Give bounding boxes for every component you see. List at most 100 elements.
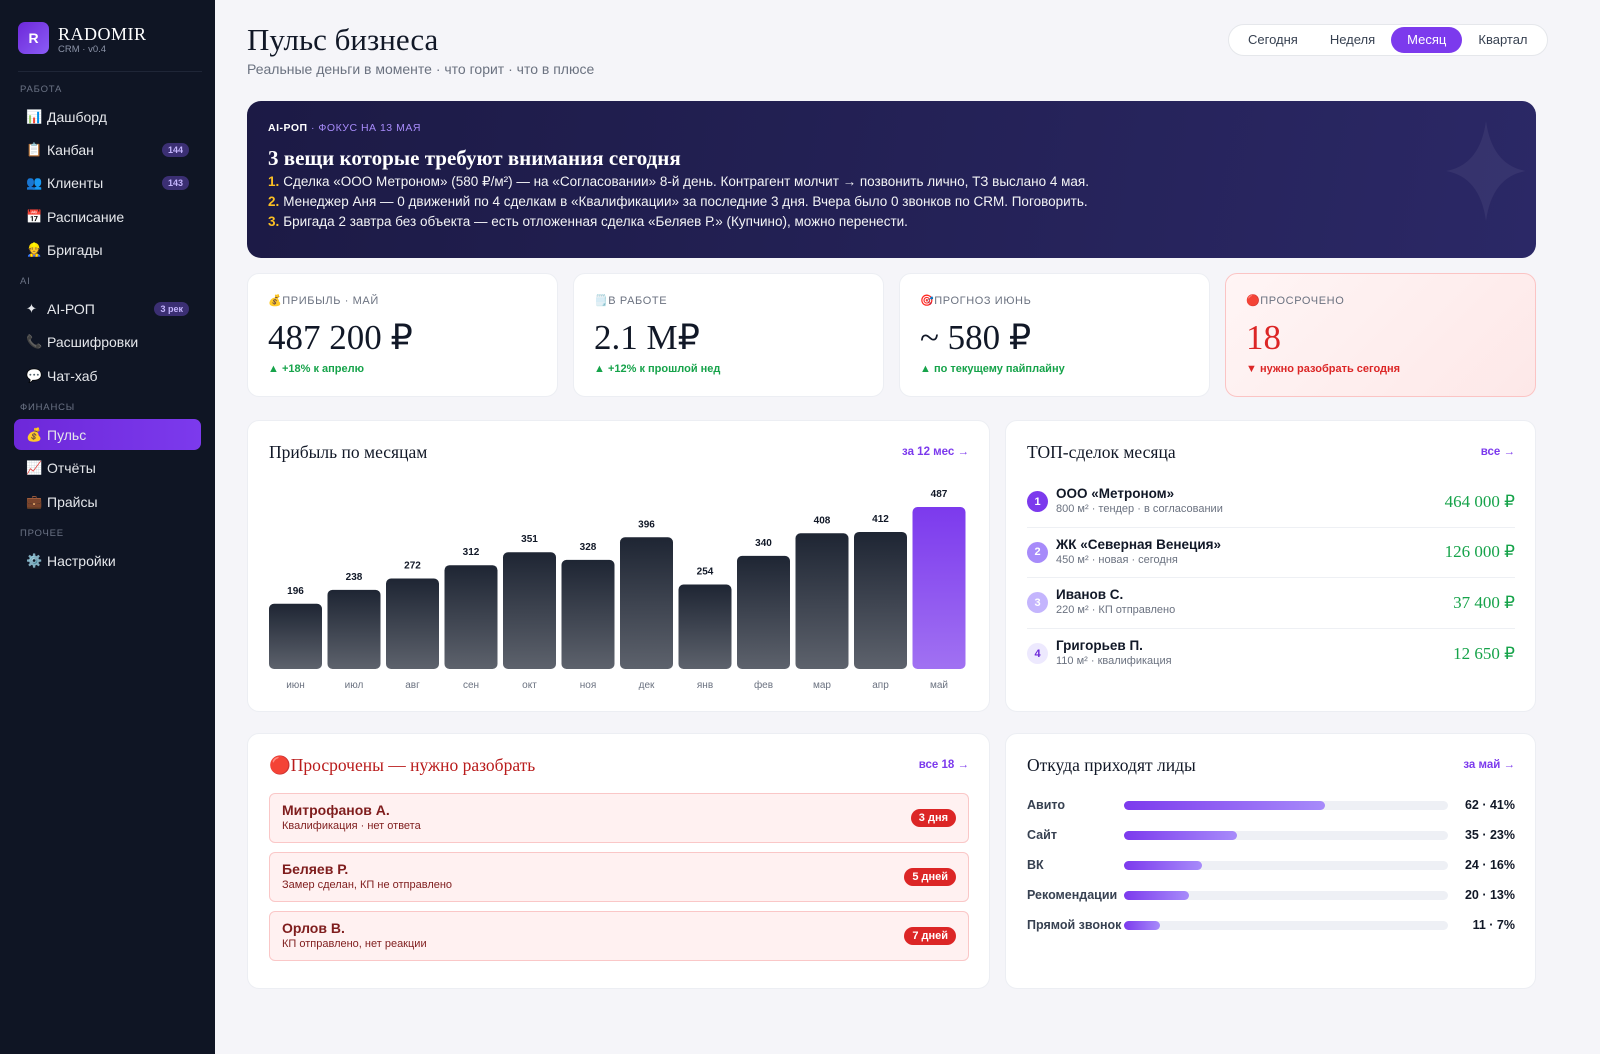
panel-header: ТОП-сделок месяца все → — [1027, 441, 1515, 463]
focus-item: 1. Сделка «ООО Метроном» (580 ₽/м²) — на … — [268, 172, 1515, 192]
logo: R — [18, 22, 49, 54]
kpi-card: 🔴ПРОСРОЧЕНО 18 ▼ нужно разобрать сегодня — [1225, 273, 1536, 397]
deal-amount: 12 650 ₽ — [1453, 643, 1515, 663]
nav-badge: 143 — [161, 176, 189, 191]
lead-track — [1124, 830, 1448, 840]
deal-row[interactable]: 1 ООО «Метроном» 800 м² · тендер · в согла… — [1027, 477, 1515, 528]
lead-track — [1124, 800, 1448, 810]
nav-item[interactable]: 👷 Бригады — [14, 233, 201, 266]
overdue-panel: 🔴Просрочены — нужно разобрать все 18 → М… — [247, 733, 990, 989]
lead-bar — [1124, 800, 1325, 810]
bar — [620, 537, 673, 669]
focus-item: 3. Бригада 2 завтра без объекта — есть от… — [268, 212, 1515, 232]
overdue-item[interactable]: Митрофанов А. Квалификация · нет ответа 3 … — [269, 793, 969, 843]
lead-bar — [1124, 860, 1202, 870]
focus-text: Менеджер Аня — 0 движений по 4 сделкам в… — [283, 194, 1088, 209]
focus-number: 1. — [268, 174, 280, 189]
nav-label: Чат-хаб — [47, 367, 98, 384]
bar — [444, 565, 498, 669]
panel-link[interactable]: за 12 мес → — [902, 446, 969, 458]
nav-icon: 📞 — [26, 334, 43, 350]
nav-item[interactable]: ✦ AI-РОП 3 рек — [14, 292, 201, 325]
nav-item[interactable]: 📞 Расшифровки — [14, 326, 201, 359]
overdue-info: Митрофанов А. Квалификация · нет ответа — [282, 802, 421, 834]
brand: RADOMIR — [58, 24, 147, 44]
nav-item[interactable]: ⚙️ Настройки — [14, 544, 201, 577]
nav-badge: 144 — [161, 142, 189, 157]
kpi-value: ~ 580 ₽ — [920, 318, 1032, 357]
x-tick-label: ноя — [580, 680, 597, 691]
nav-item[interactable]: 💼 Прайсы — [14, 485, 201, 518]
overdue-note: КП отправлено, нет реакции — [282, 938, 427, 950]
lead-row: Сайт 35 · 23% — [1027, 820, 1515, 850]
deal-info: ЖК «Северная Венеция» 450 м² · новая · се… — [1056, 537, 1221, 568]
nav-item[interactable]: 💬 Чат-хаб — [14, 359, 201, 392]
deal-row[interactable]: 3 Иванов С. 220 м² · КП отправлено 37 400 ₽ — [1027, 578, 1515, 629]
overdue-name: Митрофанов А. — [282, 802, 390, 818]
leads-panel: Откуда приходят лиды за май → Авито 62 · … — [1005, 733, 1536, 989]
overdue-badge: 5 дней — [904, 868, 956, 886]
deal-rank: 3 — [1027, 592, 1048, 614]
deal-list: 1 ООО «Метроном» 800 м² · тендер · в согла… — [1027, 477, 1515, 679]
nav-icon: 📅 — [26, 208, 43, 224]
nav-icon: 💼 — [26, 493, 43, 509]
x-tick-label: янв — [697, 680, 713, 691]
nav-badge: 3 рек — [154, 302, 189, 317]
lead-value: 35 · 23% — [1464, 828, 1515, 842]
nav-icon: ⚙️ — [26, 552, 43, 568]
panel-link[interactable]: за май → — [1463, 759, 1515, 771]
deal-meta: 220 м² · КП отправлено — [1056, 604, 1176, 617]
lead-value: 11 · 7% — [1472, 918, 1515, 932]
nav-label: Дашборд — [47, 108, 107, 125]
deal-row[interactable]: 4 Григорьев П. 110 м² · квалификация 12 650… — [1027, 629, 1515, 680]
period-button[interactable]: Сегодня — [1248, 32, 1298, 47]
period-button[interactable]: Месяц — [1391, 27, 1463, 53]
deal-meta: 450 м² · новая · сегодня — [1056, 553, 1178, 566]
overdue-info: Орлов В. КП отправлено, нет реакции — [282, 920, 427, 952]
bar-chart: 196 июн 238 июл 272 авг 312 сен 351 окт 328 ноя 396 д… — [269, 489, 966, 691]
overdue-note: Квалификация · нет ответа — [282, 820, 421, 832]
deal-amount: 126 000 ₽ — [1444, 542, 1515, 562]
nav-icon: 👷 — [26, 241, 43, 257]
overdue-item[interactable]: Беляев Р. Замер сделан, КП не отправлено 5… — [269, 852, 969, 902]
nav-item[interactable]: 📈 Отчёты — [14, 452, 201, 485]
x-tick-label: дек — [639, 680, 655, 691]
nav-item[interactable]: 📊 Дашборд — [14, 100, 201, 133]
focus-list: 1. Сделка «ООО Метроном» (580 ₽/м²) — на … — [268, 172, 1515, 232]
panel-link[interactable]: все 18 → — [918, 759, 969, 771]
deal-info: Иванов С. 220 м² · КП отправлено — [1056, 587, 1175, 618]
deal-meta: 800 м² · тендер · в согласовании — [1056, 503, 1223, 516]
profit-panel: 196 июн 238 июл 272 авг 312 сен 351 окт 328 ноя 396 д… — [247, 420, 990, 712]
nav-item[interactable]: 👥 Клиенты 143 — [14, 167, 201, 200]
bar-value-label: 254 — [697, 567, 714, 578]
bar-value-label: 408 — [814, 515, 831, 526]
bar-value-label: 412 — [872, 514, 889, 525]
lead-row: Прямой звонок 11 · 7% — [1027, 910, 1515, 940]
focus-item: 2. Менеджер Аня — 0 движений по 4 сделкам… — [268, 192, 1515, 212]
kpi-label: 🎯ПРОГНОЗ ИЮНЬ — [920, 294, 1189, 308]
lead-track — [1124, 860, 1448, 870]
lead-bar — [1124, 920, 1160, 930]
period-button[interactable]: Квартал — [1478, 32, 1528, 47]
kpi-label: 🔴ПРОСРОЧЕНО — [1246, 294, 1515, 308]
panel-icon: 🔴 — [269, 754, 291, 775]
lead-source: Рекомендации — [1027, 888, 1118, 902]
deal-row[interactable]: 2 ЖК «Северная Венеция» 450 м² · новая · с… — [1027, 528, 1515, 578]
nav-item[interactable]: 📋 Канбан 144 — [14, 133, 201, 166]
x-tick-label: июл — [345, 680, 364, 691]
deal-rank: 1 — [1027, 491, 1048, 513]
nav-item[interactable]: 💰 Пульс — [14, 419, 201, 451]
kpi-card: 🎯ПРОГНОЗ ИЮНЬ ~ 580 ₽ ▲ по текущему пайпла… — [899, 273, 1210, 397]
nav-item[interactable]: 📅 Расписание — [14, 200, 201, 233]
period-button[interactable]: Неделя — [1329, 32, 1376, 47]
lead-value: 24 · 16% — [1464, 858, 1515, 872]
nav-icon: 📊 — [26, 108, 43, 124]
nav-label: Клиенты — [47, 175, 104, 192]
panel-link[interactable]: все → — [1480, 446, 1515, 458]
kpi-icon: 💰 — [268, 295, 283, 307]
bar — [854, 531, 907, 669]
deal-amount: 464 000 ₽ — [1444, 491, 1515, 511]
bar-value-label: 272 — [404, 561, 421, 572]
star-decoration — [1446, 121, 1526, 221]
overdue-item[interactable]: Орлов В. КП отправлено, нет реакции 7 дней — [269, 911, 969, 961]
